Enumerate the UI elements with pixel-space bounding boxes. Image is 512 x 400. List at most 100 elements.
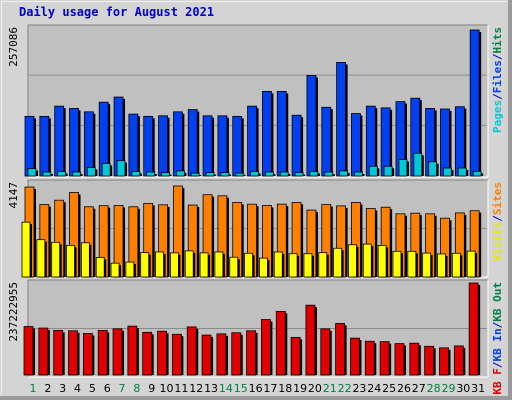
visits-bar-day-24 [362, 243, 372, 278]
kbytes-bar-day-17 [261, 319, 271, 376]
pages-bar-day-16 [250, 171, 259, 177]
pages-bar-day-22 [339, 170, 349, 177]
visits-axis-legend-part: Sites [491, 182, 504, 215]
visits-bar-day-18 [273, 251, 283, 278]
kbytes-bar-day-23 [350, 337, 360, 376]
day-label-13: 13 [204, 382, 218, 395]
day-label-25: 25 [382, 382, 396, 395]
day-label-18: 18 [278, 382, 292, 395]
pages-bar-day-5 [86, 167, 96, 177]
visits-bar-day-25 [377, 245, 387, 278]
visits-bar-day-8 [125, 261, 135, 278]
kbytes-bar-day-18 [275, 310, 286, 376]
pages-bar-day-24 [368, 165, 378, 177]
hits-axis-legend-part: / [491, 93, 504, 100]
visits-bar-day-9 [140, 252, 150, 278]
pages-bar-day-29 [443, 167, 452, 177]
pages-bar-day-6 [101, 163, 111, 177]
day-label-14: 14 [219, 382, 233, 395]
visits-bar-day-23 [348, 244, 357, 278]
kbytes-bar-day-13 [201, 334, 212, 376]
visits-bar-day-19 [288, 253, 298, 278]
hits-bar-day-12 [187, 109, 198, 177]
day-label-29: 29 [441, 382, 455, 395]
pages-bar-day-10 [161, 172, 170, 177]
hits-bar-day-20 [306, 75, 317, 177]
pages-bar-day-20 [309, 171, 319, 177]
day-label-4: 4 [74, 382, 81, 395]
day-label-30: 30 [456, 382, 470, 395]
hits-bar-day-5 [83, 111, 94, 177]
visits-bar-day-17 [259, 257, 268, 278]
visits-bar-day-31 [466, 250, 476, 278]
visits-bar-day-4 [66, 245, 75, 278]
pages-bar-day-23 [354, 171, 363, 177]
visits-bar-day-26 [392, 250, 402, 278]
kbytes-bar-day-14 [216, 333, 227, 376]
kbytes-axis-legend-part: / [491, 321, 504, 328]
day-label-10: 10 [160, 382, 174, 395]
hits-bar-day-29 [440, 108, 450, 177]
kbytes-bar-day-4 [68, 330, 78, 376]
hits-bar-day-16 [247, 105, 257, 177]
hits-ymax-label: 257086 [7, 27, 20, 67]
hits-bar-day-22 [336, 62, 347, 177]
visits-bar-day-15 [229, 256, 239, 278]
hits-bar-day-18 [276, 90, 287, 177]
pages-bar-day-13 [205, 172, 215, 177]
hits-bar-day-25 [380, 107, 391, 177]
hits-bar-day-23 [351, 113, 361, 177]
day-label-31: 31 [471, 382, 485, 395]
kbytes-axis-legend: KB F/KB In/KB Out [491, 282, 504, 395]
hits-bar-day-11 [172, 111, 183, 177]
visits-bar-day-22 [333, 247, 343, 278]
day-label-20: 20 [308, 382, 322, 395]
hits-bar-day-8 [128, 113, 139, 177]
hits-bar-day-21 [321, 106, 332, 177]
day-label-28: 28 [427, 382, 441, 395]
kbytes-axis-legend-part: KB F [491, 368, 504, 395]
pages-bar-day-21 [324, 171, 334, 177]
visits-bar-day-7 [110, 262, 120, 278]
hits-axis-legend: Pages/Files/Hits [491, 27, 504, 133]
visits-axis-legend: Visits/Sites [491, 182, 504, 262]
visits-bar-day-2 [36, 239, 46, 278]
visits-bar-day-5 [80, 242, 90, 278]
day-label-3: 3 [59, 382, 66, 395]
visits-bar-day-16 [244, 252, 253, 278]
visits-axis-legend-part: / [491, 215, 504, 222]
kbytes-axis-legend-part: / [491, 361, 504, 368]
pages-bar-day-4 [72, 171, 81, 177]
kbytes-bar-day-20 [305, 304, 316, 376]
kbytes-bar-day-12 [186, 326, 197, 376]
pages-bar-day-15 [235, 172, 245, 177]
day-label-11: 11 [174, 382, 188, 395]
kbytes-bar-day-16 [246, 330, 256, 376]
kbytes-bar-day-19 [290, 336, 301, 376]
kbytes-bar-day-24 [364, 340, 375, 376]
day-label-22: 22 [338, 382, 352, 395]
visits-bar-day-20 [303, 253, 313, 278]
hits-bar-day-9 [143, 115, 154, 177]
chart-title: Daily usage for August 2021 [19, 5, 215, 19]
hits-bar-day-2 [39, 115, 50, 177]
visits-bar-day-30 [451, 252, 461, 278]
pages-bar-day-3 [57, 171, 67, 177]
kbytes-bar-day-6 [97, 330, 108, 376]
kbytes-bar-day-10 [157, 330, 167, 376]
kbytes-bar-day-21 [320, 328, 331, 376]
pages-bar-day-26 [398, 159, 408, 177]
visits-axis-legend-part: Visits [491, 222, 504, 262]
kbytes-bar-day-2 [38, 327, 49, 376]
pages-bar-day-19 [294, 172, 304, 177]
hits-bar-day-31 [469, 29, 480, 177]
hits-bar-day-19 [291, 114, 302, 177]
hits-bar-day-30 [454, 106, 465, 177]
hits-bar-day-4 [69, 108, 79, 177]
hits-axis-legend-part: Hits [491, 27, 504, 54]
day-label-12: 12 [189, 382, 203, 395]
day-label-23: 23 [352, 382, 366, 395]
pages-bar-day-14 [220, 172, 230, 177]
kbytes-axis-legend-part: KB Out [491, 282, 504, 322]
